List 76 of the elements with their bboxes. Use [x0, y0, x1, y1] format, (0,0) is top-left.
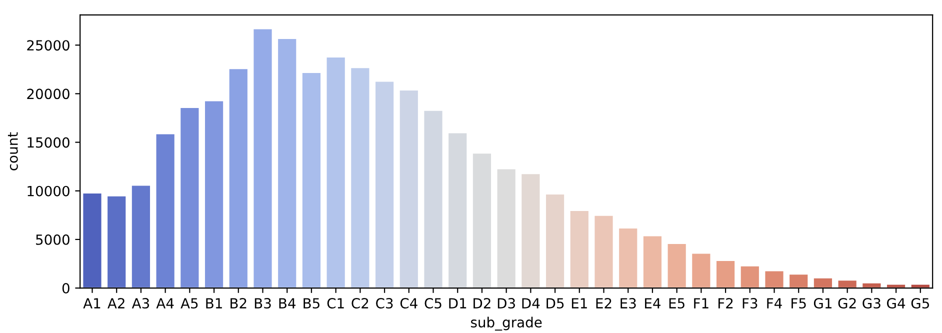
x-tick-label: G5: [911, 298, 929, 309]
bar: [422, 110, 444, 288]
bar: [739, 265, 760, 288]
x-tick-label: F2: [718, 298, 733, 308]
x-tick-label: E1: [572, 298, 587, 308]
bar: [154, 132, 176, 288]
bar: [447, 132, 468, 288]
bar: [642, 234, 663, 288]
x-tick-label: B1: [206, 298, 222, 308]
bar: [276, 38, 298, 288]
x-tick-label: C4: [400, 298, 418, 309]
x-tick-label: A4: [156, 298, 174, 308]
bar: [715, 260, 736, 288]
x-tick-label: G1: [814, 298, 832, 309]
y-tick-label: 10000: [28, 186, 70, 196]
bar: [764, 270, 785, 288]
bar: [82, 192, 103, 288]
bar: [301, 72, 322, 288]
x-tick-label: A2: [108, 298, 124, 308]
x-tick-label: C3: [376, 298, 393, 309]
bar: [398, 89, 420, 288]
bar: [544, 193, 566, 288]
bar: [520, 172, 542, 288]
x-tick-label: F5: [792, 298, 806, 309]
y-tick-label: 20000: [27, 88, 70, 100]
y-axis-title: count: [8, 132, 18, 170]
bar: [228, 68, 249, 288]
bar: [593, 214, 614, 288]
x-tick-label: G3: [862, 298, 880, 309]
x-tick-label: B2: [230, 298, 246, 308]
bar: [861, 282, 882, 288]
bar: [374, 80, 395, 288]
bar: [618, 227, 639, 288]
bar: [130, 184, 152, 288]
x-tick-label: D2: [474, 298, 490, 308]
bar: [836, 279, 858, 288]
x-tick-label: G4: [887, 298, 906, 309]
x-tick-label: E4: [645, 298, 660, 308]
y-tick-label: 25000: [27, 40, 70, 51]
x-tick-label: A5: [180, 298, 198, 309]
x-tick-label: F3: [742, 298, 758, 309]
x-tick-label: F1: [694, 298, 708, 308]
x-tick-label: B5: [304, 298, 320, 309]
bar: [690, 252, 712, 288]
x-tick-label: C2: [352, 298, 368, 309]
x-tick-label: C5: [424, 298, 442, 309]
x-tick-label: D5: [546, 298, 564, 309]
x-axis-title: sub_grade: [470, 316, 542, 331]
bar: [496, 168, 517, 288]
bar: [252, 28, 274, 288]
x-tick-label: B3: [254, 298, 271, 309]
x-tick-label: E5: [669, 298, 684, 309]
y-tick-label: 15000: [28, 137, 70, 148]
bar: [666, 242, 688, 288]
y-tick-label: 0: [62, 283, 70, 294]
y-tick-label: 5000: [36, 234, 70, 245]
bar: [325, 56, 346, 288]
bar: [204, 100, 224, 288]
x-tick-label: F4: [767, 298, 782, 308]
x-tick-label: B4: [279, 298, 296, 308]
x-tick-label: A1: [83, 298, 100, 308]
x-tick-label: G2: [838, 298, 856, 309]
bar: [106, 195, 128, 288]
x-tick-label: A3: [132, 298, 150, 309]
bar: [788, 273, 810, 288]
bar: [568, 210, 590, 288]
x-tick-label: D4: [522, 298, 540, 308]
bar: [350, 66, 371, 288]
x-tick-label: E3: [620, 298, 636, 309]
bar: [179, 106, 200, 288]
x-tick-label: E2: [596, 298, 612, 308]
x-tick-label: D1: [449, 298, 466, 308]
x-tick-label: C1: [327, 298, 344, 309]
x-tick-label: D3: [498, 298, 515, 309]
bar: [472, 152, 492, 288]
bar: [812, 276, 834, 288]
